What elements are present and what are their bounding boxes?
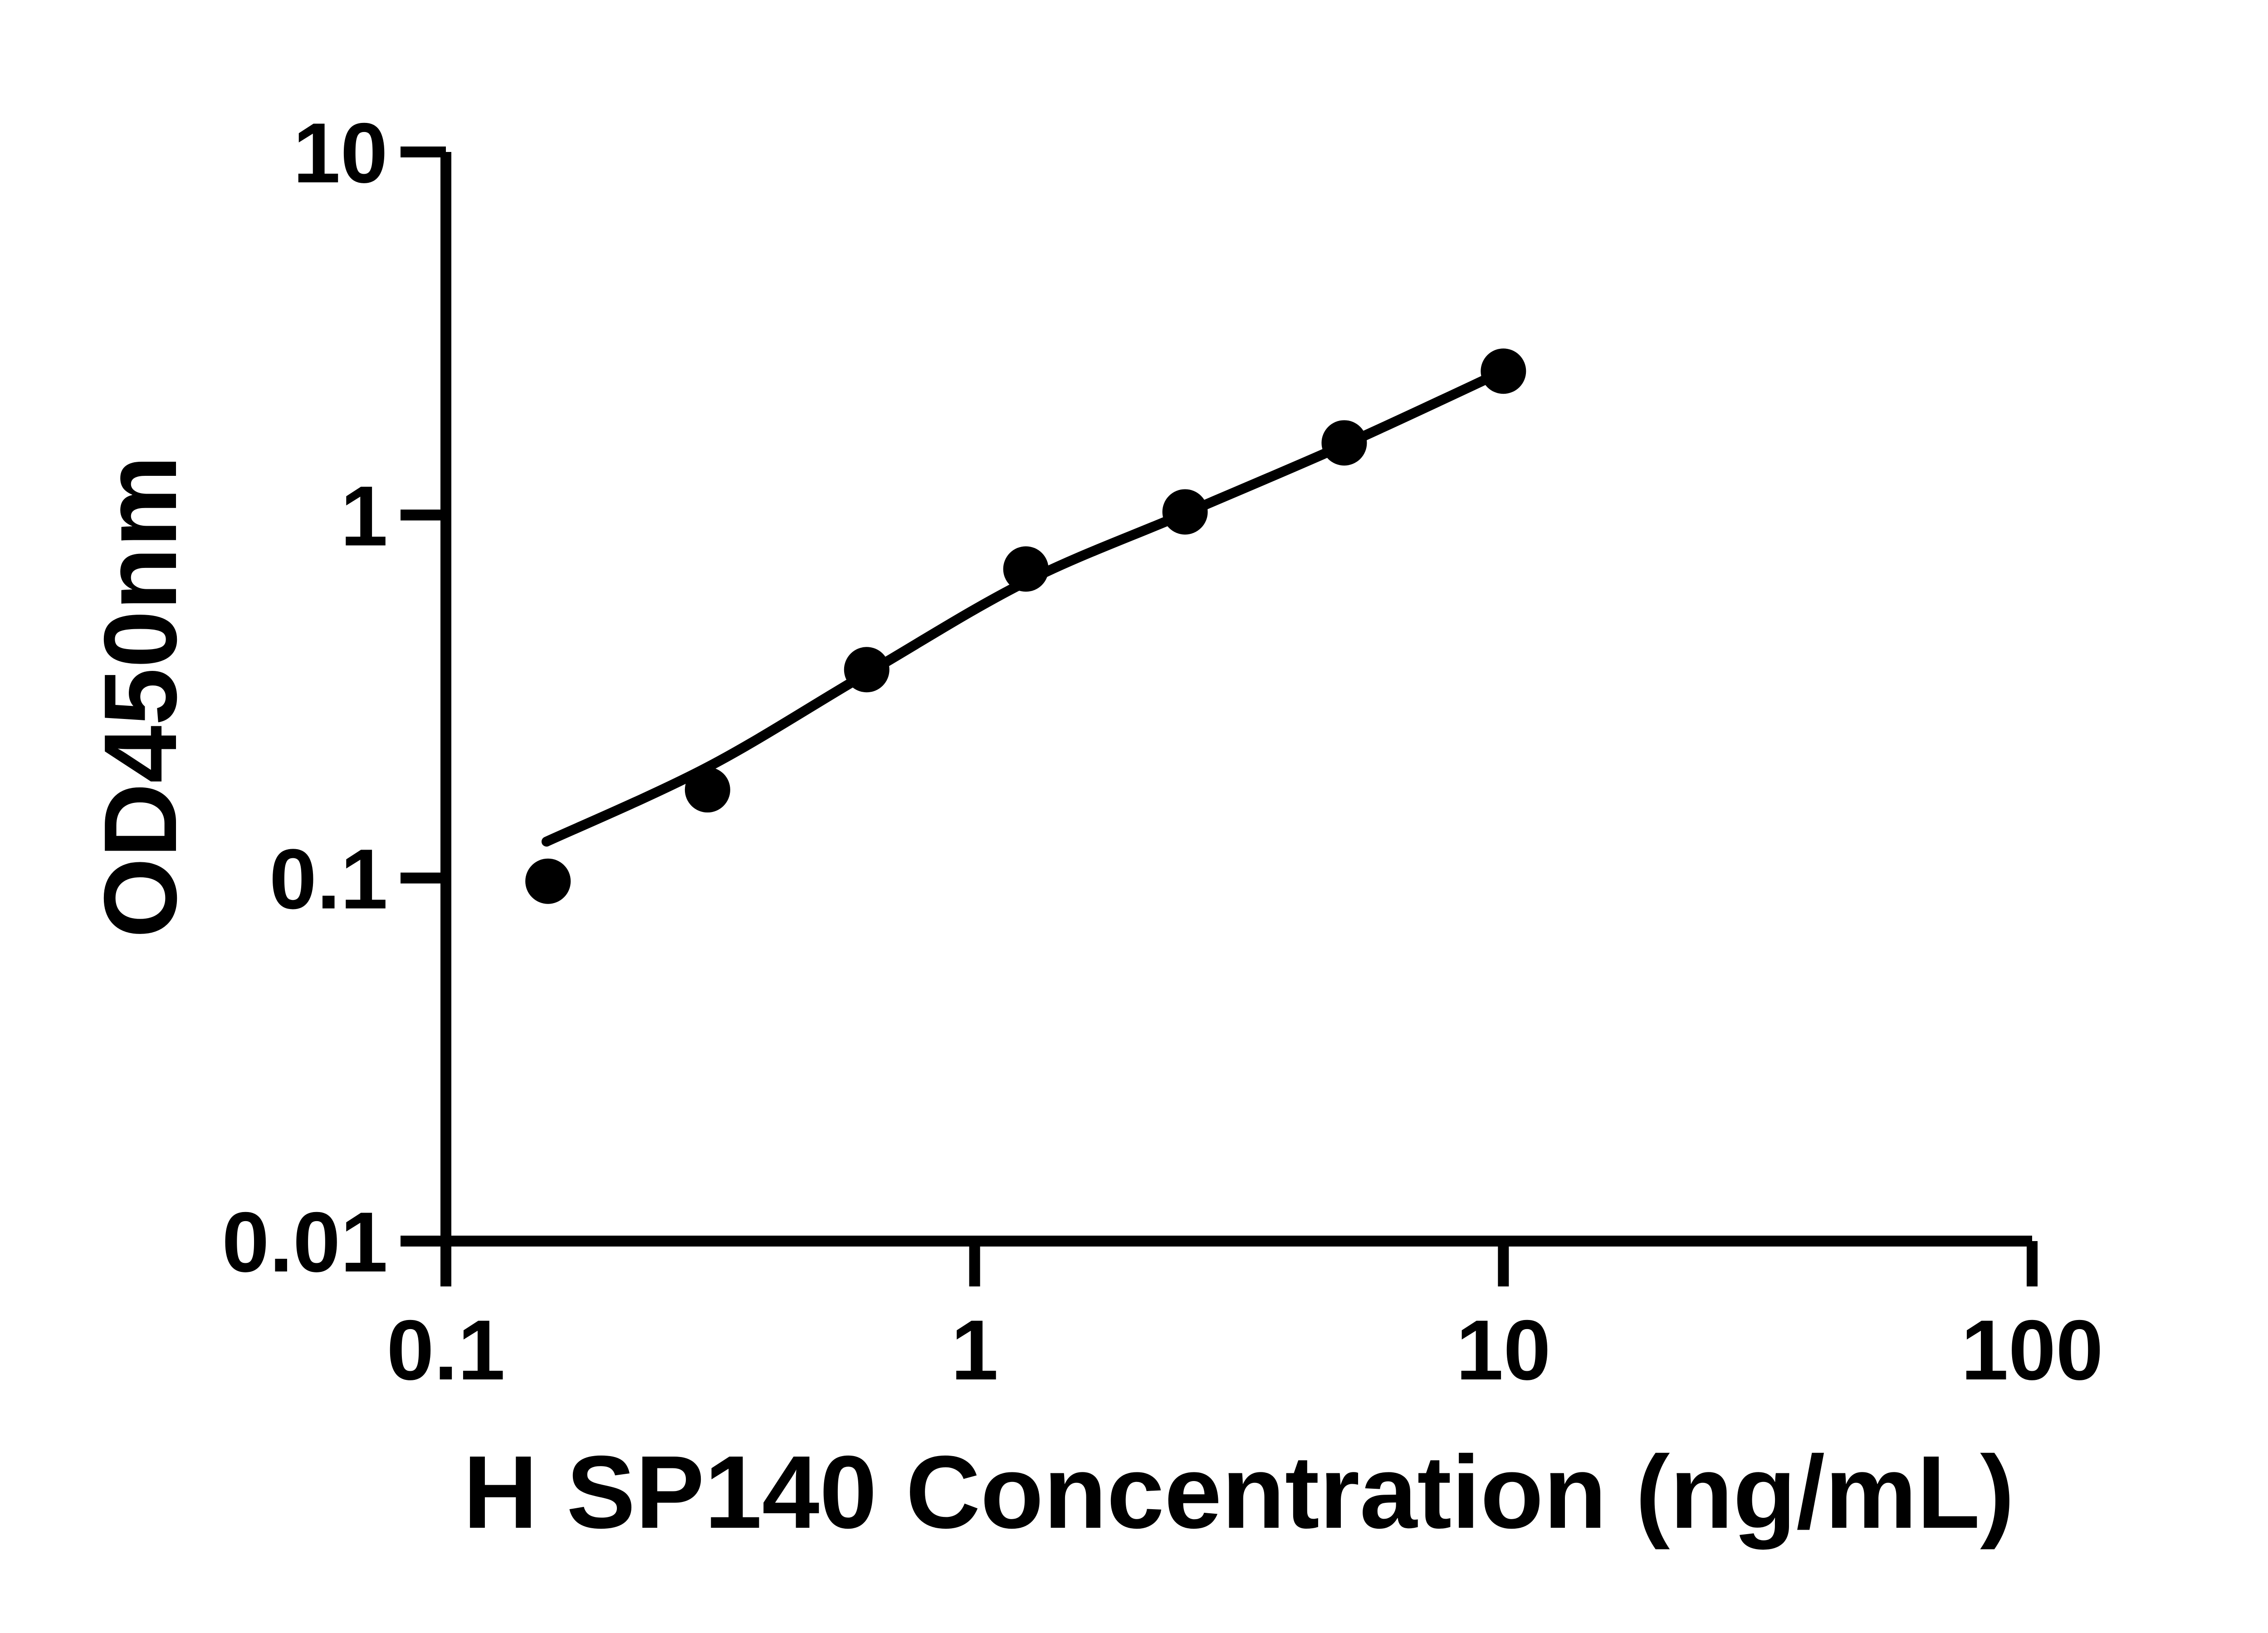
axes	[401, 147, 2038, 1286]
x-tick-label: 1	[951, 1302, 998, 1398]
y-tick-label: 10	[293, 105, 388, 200]
data-point-marker	[684, 767, 730, 813]
tick-labels: 0.01 0.1 1 10 0.1 1 10 100	[222, 105, 2103, 1398]
y-tick-label: 1	[340, 468, 388, 563]
data-point-marker	[1162, 489, 1208, 535]
y-tick-label: 0.1	[269, 831, 388, 927]
data-point-marker	[525, 858, 571, 904]
y-tick-label: 0.01	[222, 1194, 388, 1290]
data-point-marker	[844, 647, 890, 693]
y-axis-title: OD450nm	[83, 455, 198, 938]
data-points	[525, 348, 1526, 904]
data-point-marker	[1003, 546, 1049, 592]
x-axis-title: H SP140 Concentration (ng/mL)	[463, 1435, 2014, 1550]
data-point-marker	[1321, 420, 1367, 466]
x-tick-label: 100	[1961, 1302, 2103, 1398]
x-tick-label: 10	[1456, 1302, 1551, 1398]
axis-spine	[440, 152, 2032, 1247]
x-tick-label: 0.1	[386, 1302, 505, 1398]
data-point-marker	[1481, 348, 1526, 394]
